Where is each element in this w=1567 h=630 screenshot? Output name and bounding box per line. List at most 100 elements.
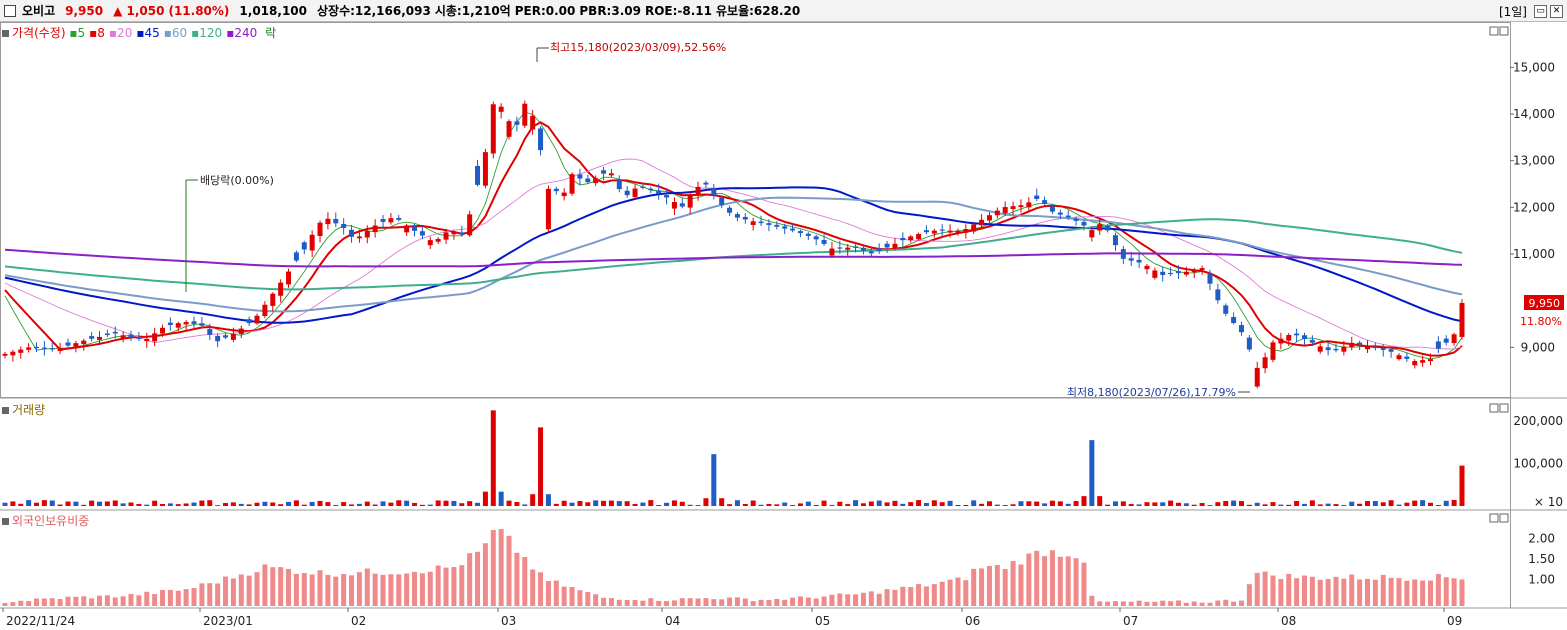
x-tick-label: 06 <box>965 614 980 628</box>
volume-bar <box>372 504 378 506</box>
candle-body <box>1286 335 1292 341</box>
volume-bar <box>435 500 441 506</box>
foreign-bar <box>1325 579 1331 606</box>
foreign-bar <box>1097 601 1103 606</box>
foreign-bar <box>656 600 662 606</box>
candle-body <box>1089 230 1095 238</box>
volume-tick-label: 200,000 <box>1513 414 1563 428</box>
foreign-minimize-icon[interactable] <box>1489 513 1499 523</box>
foreign-bar <box>648 598 654 606</box>
candle-body <box>65 342 71 346</box>
candle-body <box>341 224 347 228</box>
volume-close-icon[interactable] <box>1499 403 1509 413</box>
volume-bar <box>679 501 685 506</box>
foreign-bar <box>136 595 142 606</box>
foreign-bar <box>1152 601 1158 606</box>
legend-ma-45: ▪45 <box>136 26 160 40</box>
candle-body <box>89 336 95 339</box>
foreign-bar <box>89 598 95 606</box>
foreign-bar <box>412 571 418 606</box>
candle-body <box>585 178 591 183</box>
foreign-bar <box>1183 602 1189 606</box>
candle-body <box>404 225 410 233</box>
candle-body <box>538 128 544 151</box>
foreign-bar <box>892 589 898 606</box>
price-close-icon[interactable] <box>1499 26 1509 36</box>
price-tick-label: 13,000 <box>1513 154 1555 168</box>
ma-line-60 <box>4 196 1463 313</box>
candle-body <box>1207 273 1213 284</box>
foreign-bar <box>34 598 40 606</box>
foreign-bar <box>1057 556 1063 606</box>
candle-body <box>727 207 733 213</box>
candle-body <box>624 190 630 196</box>
foreign-bar <box>1404 580 1410 606</box>
volume-bar <box>577 500 583 506</box>
candle-body <box>616 179 622 190</box>
candle-body <box>979 219 985 226</box>
foreign-bar <box>593 594 599 606</box>
foreign-bar <box>908 587 914 606</box>
foreign-bar <box>1042 556 1048 606</box>
pbr-value: PBR:3.09 <box>579 3 641 18</box>
candle-body <box>695 186 701 196</box>
foreign-bar <box>199 583 205 606</box>
foreign-bar <box>459 565 465 606</box>
stock-chart[interactable]: 15,000 14,000 13,000 12,000 11,000 9,000 200,0… <box>0 22 1567 630</box>
volume-title: 거래량 <box>2 401 45 418</box>
ma-line-5 <box>4 111 1463 360</box>
volume-bar <box>1112 501 1118 506</box>
candle-body <box>671 201 677 209</box>
low-annotation: 최저8,180(2023/07/26),17.79% <box>1067 386 1236 399</box>
foreign-bar <box>923 586 929 606</box>
foreign-bar <box>797 596 803 606</box>
candle-body <box>1238 325 1244 333</box>
x-tick-label: 05 <box>815 614 830 628</box>
maximize-icon[interactable]: ▭ <box>1534 5 1547 18</box>
candle-body <box>160 327 166 334</box>
foreign-bar <box>601 597 607 606</box>
candle-body <box>18 349 24 353</box>
volume-bar <box>215 505 221 506</box>
candle-body <box>1380 348 1386 350</box>
volume-bar <box>1002 505 1008 506</box>
close-icon[interactable]: ✕ <box>1550 5 1563 18</box>
volume-bar <box>144 504 150 506</box>
foreign-tick-label: 2.00 <box>1528 532 1555 546</box>
volume-bar <box>892 500 898 506</box>
legend-ma-8: ▪8 <box>89 26 105 40</box>
candle-body <box>1010 206 1016 210</box>
candle-body <box>286 271 292 285</box>
volume-bar <box>971 500 977 506</box>
volume-bar <box>349 504 355 506</box>
volume-tick-label: × 10 <box>1534 495 1563 509</box>
price-tick-label: 11,000 <box>1513 247 1555 261</box>
candle-body <box>317 222 323 236</box>
candle-body <box>1057 212 1063 215</box>
volume-bar <box>1404 502 1410 506</box>
volume-minimize-icon[interactable] <box>1489 403 1499 413</box>
foreign-bar <box>522 557 528 606</box>
foreign-bar <box>333 576 339 606</box>
candle-body <box>443 232 449 240</box>
candle-body <box>1420 360 1426 363</box>
volume-bar <box>1443 500 1449 506</box>
foreign-close-icon[interactable] <box>1499 513 1509 523</box>
volume-bar <box>947 500 953 506</box>
candle-body <box>774 224 780 227</box>
foreign-bar <box>1262 571 1268 606</box>
candle-body <box>545 188 551 230</box>
foreign-bar <box>711 599 717 606</box>
candle-body <box>104 333 110 336</box>
candle-body <box>506 121 512 137</box>
period-selector[interactable]: [1일] <box>1498 5 1527 19</box>
select-checkbox[interactable] <box>4 4 16 17</box>
foreign-bar <box>1238 600 1244 606</box>
volume-bar <box>829 504 835 506</box>
candle-body <box>1081 221 1087 226</box>
price-minimize-icon[interactable] <box>1489 26 1499 36</box>
candle-body <box>782 226 788 229</box>
volume-bar <box>821 500 827 506</box>
panel-icon <box>2 407 9 414</box>
candle-body <box>813 236 819 240</box>
